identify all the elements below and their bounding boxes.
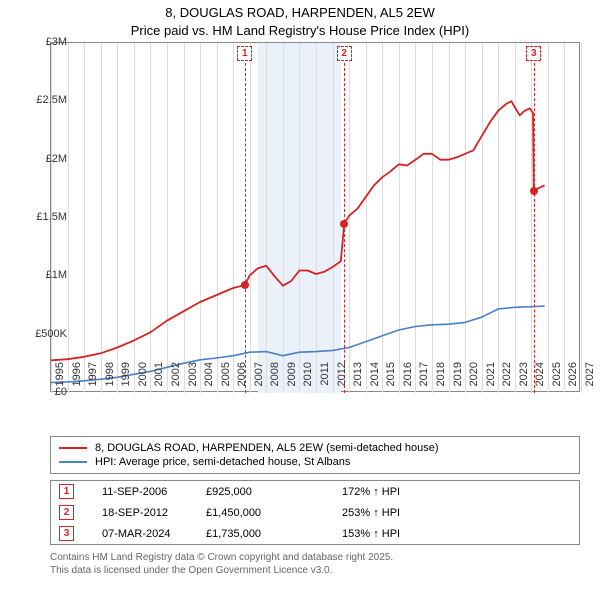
x-tick-label: 2012 bbox=[336, 362, 348, 398]
x-tick-label: 2006 bbox=[236, 362, 248, 398]
sales-table: 1 11-SEP-2006 £925,000 172% ↑ HPI 2 18-S… bbox=[50, 480, 580, 545]
sale-date: 07-MAR-2024 bbox=[80, 528, 200, 540]
x-tick-label: 2027 bbox=[584, 362, 596, 398]
sale-pct: 253% ↑ HPI bbox=[342, 507, 482, 519]
x-tick-label: 1997 bbox=[87, 362, 99, 398]
x-tick-label: 2018 bbox=[435, 362, 447, 398]
legend-row: HPI: Average price, semi-detached house,… bbox=[59, 455, 571, 469]
x-tick-label: 2008 bbox=[269, 362, 281, 398]
x-tick-label: 2005 bbox=[220, 362, 232, 398]
x-tick-label: 2019 bbox=[452, 362, 464, 398]
event-dot bbox=[340, 220, 348, 228]
title-line-1: 8, DOUGLAS ROAD, HARPENDEN, AL5 2EW bbox=[0, 4, 600, 22]
attribution: Contains HM Land Registry data © Crown c… bbox=[50, 552, 580, 577]
sales-row: 3 07-MAR-2024 £1,735,000 153% ↑ HPI bbox=[51, 523, 579, 544]
x-tick-label: 2024 bbox=[534, 362, 546, 398]
y-tick-label: £0 bbox=[23, 386, 67, 398]
title-line-2: Price paid vs. HM Land Registry's House … bbox=[0, 22, 600, 40]
x-tick-label: 2022 bbox=[501, 362, 513, 398]
y-tick-label: £2.5M bbox=[23, 94, 67, 106]
sales-row: 2 18-SEP-2012 £1,450,000 253% ↑ HPI bbox=[51, 502, 579, 523]
event-marker: 2 bbox=[337, 46, 352, 61]
x-tick-label: 2020 bbox=[468, 362, 480, 398]
event-dot bbox=[241, 281, 249, 289]
event-marker: 3 bbox=[526, 46, 541, 61]
legend-label: 8, DOUGLAS ROAD, HARPENDEN, AL5 2EW (sem… bbox=[95, 442, 439, 454]
event-line bbox=[534, 63, 535, 393]
x-tick-label: 1999 bbox=[120, 362, 132, 398]
x-tick-label: 2013 bbox=[352, 362, 364, 398]
sale-pct: 153% ↑ HPI bbox=[342, 528, 482, 540]
x-tick-label: 2003 bbox=[187, 362, 199, 398]
attribution-line: This data is licensed under the Open Gov… bbox=[50, 565, 580, 578]
x-tick-label: 2014 bbox=[369, 362, 381, 398]
x-tick-label: 2010 bbox=[302, 362, 314, 398]
x-tick-label: 2001 bbox=[153, 362, 165, 398]
sales-row: 1 11-SEP-2006 £925,000 172% ↑ HPI bbox=[51, 481, 579, 502]
sale-date: 11-SEP-2006 bbox=[80, 486, 200, 498]
y-tick-label: £3M bbox=[23, 36, 67, 48]
sale-marker: 3 bbox=[59, 526, 74, 541]
legend: 8, DOUGLAS ROAD, HARPENDEN, AL5 2EW (sem… bbox=[50, 436, 580, 474]
x-tick-label: 2025 bbox=[551, 362, 563, 398]
x-tick-label: 2023 bbox=[518, 362, 530, 398]
x-tick-label: 1998 bbox=[104, 362, 116, 398]
legend-label: HPI: Average price, semi-detached house,… bbox=[95, 456, 350, 468]
legend-swatch bbox=[59, 447, 87, 449]
y-tick-label: £1.5M bbox=[23, 211, 67, 223]
sale-marker: 2 bbox=[59, 505, 74, 520]
legend-row: 8, DOUGLAS ROAD, HARPENDEN, AL5 2EW (sem… bbox=[59, 441, 571, 455]
x-tick-label: 2002 bbox=[170, 362, 182, 398]
sale-marker: 1 bbox=[59, 484, 74, 499]
event-line bbox=[344, 63, 345, 393]
sale-pct: 172% ↑ HPI bbox=[342, 486, 482, 498]
x-tick-label: 2004 bbox=[203, 362, 215, 398]
x-tick-label: 2000 bbox=[137, 362, 149, 398]
x-tick-label: 2011 bbox=[319, 362, 331, 398]
x-tick-label: 2009 bbox=[286, 362, 298, 398]
event-marker: 1 bbox=[237, 46, 252, 61]
legend-swatch bbox=[59, 461, 87, 463]
x-tick-label: 2015 bbox=[385, 362, 397, 398]
x-tick-label: 2007 bbox=[253, 362, 265, 398]
x-tick-label: 1996 bbox=[71, 362, 83, 398]
sale-date: 18-SEP-2012 bbox=[80, 507, 200, 519]
gridline-x bbox=[581, 43, 582, 393]
x-tick-label: 2026 bbox=[567, 362, 579, 398]
sale-price: £1,735,000 bbox=[206, 528, 336, 540]
event-line bbox=[245, 63, 246, 393]
line-plot bbox=[51, 43, 581, 393]
x-tick-label: 2017 bbox=[418, 362, 430, 398]
x-tick-label: 2016 bbox=[402, 362, 414, 398]
sale-price: £925,000 bbox=[206, 486, 336, 498]
x-tick-label: 2021 bbox=[485, 362, 497, 398]
y-tick-label: £500K bbox=[23, 328, 67, 340]
y-tick-label: £1M bbox=[23, 269, 67, 281]
attribution-line: Contains HM Land Registry data © Crown c… bbox=[50, 552, 580, 565]
chart-title: 8, DOUGLAS ROAD, HARPENDEN, AL5 2EW Pric… bbox=[0, 0, 600, 39]
y-tick-label: £2M bbox=[23, 153, 67, 165]
sale-price: £1,450,000 bbox=[206, 507, 336, 519]
event-dot bbox=[530, 187, 538, 195]
plot-area: 1 2 3 bbox=[50, 42, 580, 392]
chart-container: 8, DOUGLAS ROAD, HARPENDEN, AL5 2EW Pric… bbox=[0, 0, 600, 590]
